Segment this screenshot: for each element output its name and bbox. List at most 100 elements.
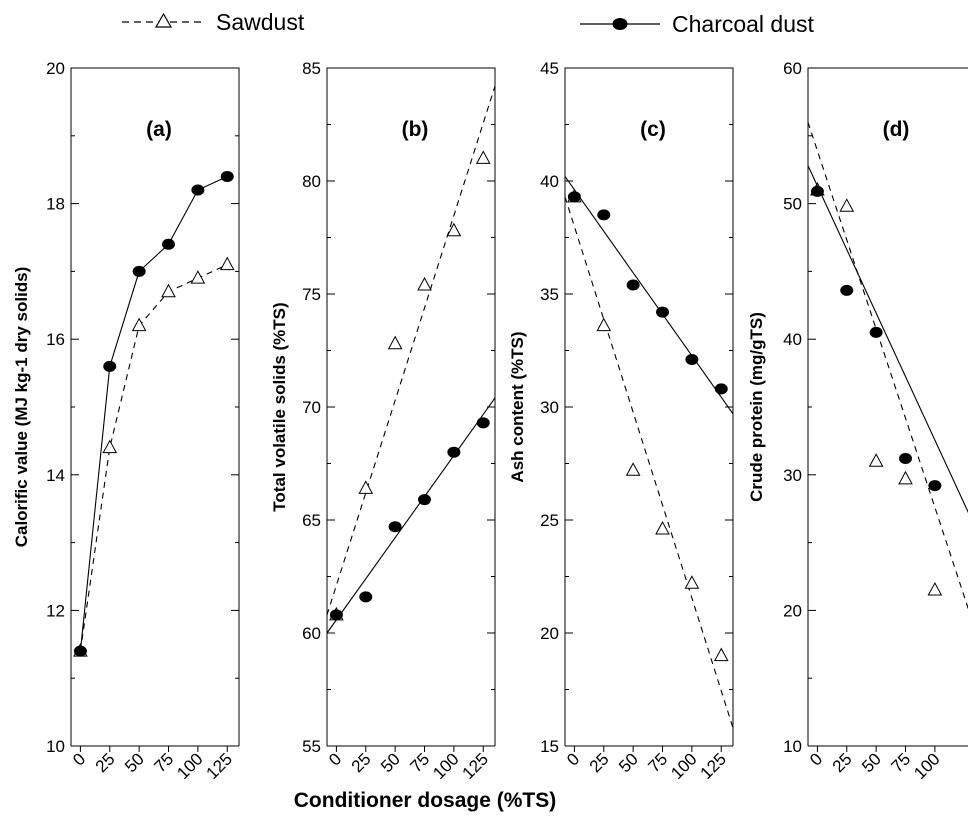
x-tick-label: 50 xyxy=(615,749,642,776)
x-tick-label: 100 xyxy=(667,749,700,782)
x-tick-label: 100 xyxy=(173,749,206,782)
panel-tag: (d) xyxy=(883,118,910,141)
panel-tag: (b) xyxy=(402,118,429,141)
sawdust-point xyxy=(839,198,855,212)
charcoal-point xyxy=(928,480,942,492)
y-tick-label: 20 xyxy=(783,601,802,620)
x-tick-label: 125 xyxy=(203,749,236,782)
y-tick-label: 45 xyxy=(540,59,559,78)
sawdust-point xyxy=(161,283,176,298)
panel-frame xyxy=(564,67,734,746)
x-tick-label: 25 xyxy=(829,749,856,776)
sawdust-point xyxy=(684,575,700,589)
charcoal-point xyxy=(103,360,117,372)
x-tick-label: 25 xyxy=(92,749,119,776)
y-axis-title: Ash content (%TS) xyxy=(508,331,527,482)
y-tick-label: 40 xyxy=(783,330,802,349)
x-tick-label: 125 xyxy=(697,749,730,782)
legend-sawdust-marker xyxy=(154,12,173,28)
sawdust-series-line xyxy=(807,122,968,610)
y-tick-label: 30 xyxy=(540,398,559,417)
y-tick-label: 75 xyxy=(302,285,321,304)
y-axis-title: Calorific value (MJ kg-1 dry solids) xyxy=(12,267,31,548)
x-tick-label: 75 xyxy=(888,749,915,776)
x-tick-label: 100 xyxy=(910,749,943,782)
charcoal-point xyxy=(447,446,461,458)
y-tick-label: 85 xyxy=(302,59,321,78)
y-tick-label: 25 xyxy=(540,511,559,530)
y-tick-label: 40 xyxy=(540,172,559,191)
charcoal-point xyxy=(626,279,640,291)
charcoal-point xyxy=(810,185,824,197)
x-tick-label: 50 xyxy=(377,749,404,776)
y-tick-label: 20 xyxy=(46,59,65,78)
x-tick-label: 0 xyxy=(806,749,826,769)
sawdust-point xyxy=(190,270,206,284)
y-tick-label: 55 xyxy=(302,737,321,756)
charcoal-point xyxy=(714,383,728,395)
charcoal-point xyxy=(597,209,611,221)
y-tick-label: 15 xyxy=(540,737,559,756)
legend-charcoal-label: Charcoal dust xyxy=(672,11,815,37)
sawdust-point xyxy=(358,480,374,494)
charcoal-point xyxy=(840,284,854,296)
x-tick-label: 0 xyxy=(325,749,345,769)
y-tick-label: 70 xyxy=(302,398,321,417)
y-axis-title: Crude protein (mg/gTS) xyxy=(747,312,766,502)
y-tick-label: 30 xyxy=(783,466,802,485)
panel-frame xyxy=(807,67,968,746)
x-tick-label: 100 xyxy=(429,749,462,782)
panel-tag: (a) xyxy=(146,118,172,141)
charcoal-point xyxy=(388,521,402,533)
y-tick-label: 20 xyxy=(540,624,559,643)
sawdust-point xyxy=(596,317,612,332)
sawdust-point xyxy=(868,453,884,467)
shared-x-axis-title: Conditioner dosage (%TS) xyxy=(294,789,557,812)
sawdust-series-line xyxy=(79,264,228,652)
sawdust-point xyxy=(131,317,147,332)
sawdust-point xyxy=(387,335,403,350)
charcoal-point xyxy=(899,453,913,465)
legend: Sawdust Charcoal dust xyxy=(122,9,815,37)
charcoal-point xyxy=(162,238,176,250)
y-tick-label: 60 xyxy=(783,59,802,78)
charcoal-series-line xyxy=(326,397,496,634)
x-tick-label: 50 xyxy=(121,749,148,776)
y-tick-label: 80 xyxy=(302,172,321,191)
charcoal-point xyxy=(191,184,205,196)
y-tick-label: 10 xyxy=(46,737,65,756)
x-tick-label: 25 xyxy=(348,749,375,776)
charcoal-point xyxy=(656,306,670,318)
legend-charcoal-marker xyxy=(612,18,628,30)
y-tick-label: 50 xyxy=(783,195,802,214)
sawdust-series-line xyxy=(326,85,496,616)
sawdust-point xyxy=(898,470,913,485)
sawdust-point xyxy=(927,582,943,596)
sawdust-point xyxy=(417,276,432,291)
y-tick-label: 35 xyxy=(540,285,559,304)
x-tick-label: 25 xyxy=(586,749,613,776)
sawdust-point xyxy=(713,647,729,662)
y-tick-label: 16 xyxy=(46,330,65,349)
sawdust-point xyxy=(475,150,491,164)
charcoal-point xyxy=(869,326,883,338)
charcoal-point xyxy=(567,191,581,203)
panel-frame xyxy=(326,67,496,746)
legend-sawdust-label: Sawdust xyxy=(216,9,305,35)
charcoal-series-line xyxy=(564,176,734,415)
x-tick-label: 75 xyxy=(645,749,672,776)
x-tick-label: 125 xyxy=(459,749,492,782)
charcoal-point xyxy=(132,265,146,277)
x-tick-label: 50 xyxy=(858,749,885,776)
sawdust-point xyxy=(446,222,462,237)
x-tick-label: 0 xyxy=(563,749,583,769)
y-axis-title: Total volatile solids (%TS) xyxy=(270,302,289,511)
x-tick-label: 75 xyxy=(407,749,434,776)
x-tick-label: 75 xyxy=(151,749,178,776)
y-tick-label: 18 xyxy=(46,195,65,214)
